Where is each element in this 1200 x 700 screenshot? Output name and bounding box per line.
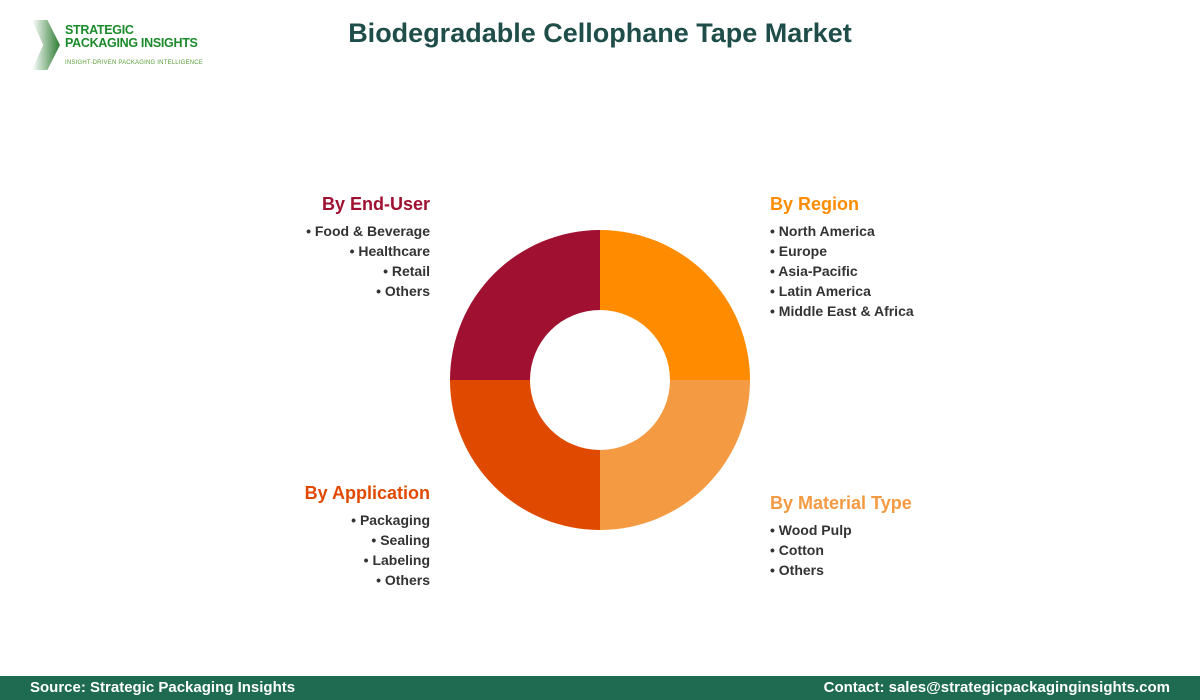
segment-item: • Asia-Pacific bbox=[770, 263, 858, 279]
segment-item: • Cotton bbox=[770, 542, 824, 558]
logo-line2: PACKAGING INSIGHTS bbox=[65, 36, 198, 50]
segment-item: • Wood Pulp bbox=[770, 522, 852, 538]
segment-title: By Material Type bbox=[770, 493, 912, 513]
segment-item: • North America bbox=[770, 223, 875, 239]
segment-item: • Packaging bbox=[351, 512, 430, 528]
donut-segment bbox=[600, 230, 750, 380]
segment-region: By Region • North America • Europe • Asia-P… bbox=[770, 194, 914, 321]
donut-segment bbox=[450, 230, 600, 380]
logo: STRATEGIC PACKAGING INSIGHTS INSIGHT-DRI… bbox=[32, 18, 212, 72]
segment-end-user: By End-User • Food & Beverage • Healthcare… bbox=[306, 194, 430, 301]
segment-item: • Food & Beverage bbox=[306, 223, 430, 239]
segment-item: • Others bbox=[376, 572, 430, 588]
logo-tagline: INSIGHT-DRIVEN PACKAGING INTELLIGENCE bbox=[65, 60, 203, 66]
donut-segment bbox=[600, 380, 750, 530]
contact-text: Contact: sales@strategicpackaginginsight… bbox=[823, 679, 1170, 696]
segment-item: • Middle East & Africa bbox=[770, 303, 914, 319]
segment-item: • Latin America bbox=[770, 283, 871, 299]
donut-segment bbox=[450, 380, 600, 530]
segment-material-type: By Material Type • Wood Pulp • Cotton • Oth… bbox=[770, 493, 912, 580]
logo-line1: STRATEGIC bbox=[65, 23, 134, 37]
segment-item: • Europe bbox=[770, 243, 828, 259]
segment-item: • Sealing bbox=[371, 532, 430, 548]
segment-item: • Others bbox=[376, 283, 430, 299]
source-text: Source: Strategic Packaging Insights bbox=[30, 679, 296, 696]
segment-title: By Application bbox=[304, 483, 430, 503]
segment-item: • Labeling bbox=[363, 552, 430, 568]
segment-item: • Retail bbox=[383, 263, 430, 279]
segment-item: • Others bbox=[770, 562, 824, 578]
page-title: Biodegradable Cellophane Tape Market bbox=[348, 18, 852, 48]
segment-title: By Region bbox=[770, 194, 860, 214]
segment-application: By Application • Packaging • Sealing • Labe… bbox=[305, 483, 430, 590]
footer: Source: Strategic Packaging Insights Con… bbox=[0, 676, 1200, 700]
segment-item: • Healthcare bbox=[349, 243, 430, 259]
segment-title: By End-User bbox=[321, 194, 430, 214]
